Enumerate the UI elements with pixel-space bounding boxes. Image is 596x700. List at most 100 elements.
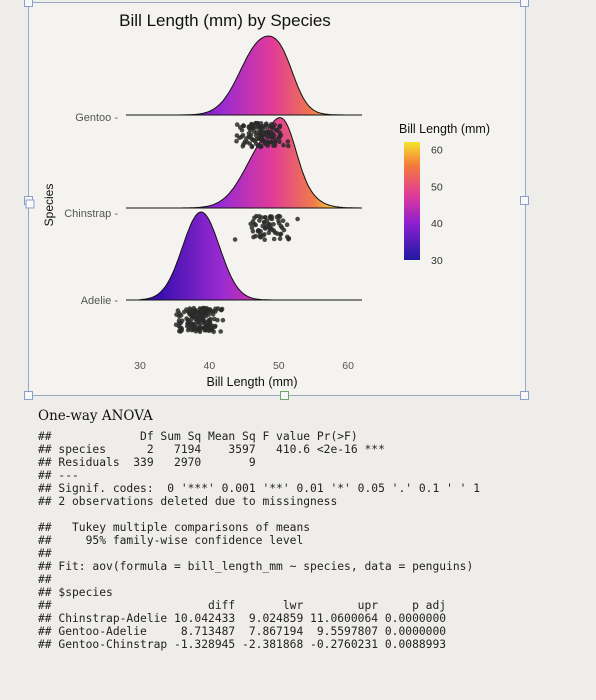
jitter-point-chinstrap [280, 218, 286, 223]
jitter-point-gentoo [247, 141, 253, 146]
jitter-point-gentoo [263, 122, 269, 128]
resize-handle-top-left[interactable] [24, 0, 33, 7]
jitter-point-chinstrap [262, 225, 268, 231]
jitter-point-gentoo [285, 139, 291, 144]
jitter-point-gentoo [267, 132, 273, 137]
jitter-point-adelie [206, 307, 212, 312]
jitter-point-adelie [175, 308, 181, 313]
jitter-point-gentoo [241, 123, 246, 128]
anova-heading: One-way ANOVA [38, 408, 153, 424]
output-line: ## Fit: aov(formula = bill_length_mm ~ s… [38, 560, 474, 573]
jitter-point-adelie [182, 309, 187, 315]
jitter-point-gentoo [251, 129, 257, 134]
jitter-point-chinstrap [261, 220, 267, 225]
x-tick-label: 60 [342, 360, 354, 372]
jitter-point-adelie [207, 324, 213, 329]
jitter-point-chinstrap [277, 236, 283, 241]
jitter-point-chinstrap [250, 229, 256, 234]
output-line: ## Chinstrap-Adelie 10.042433 9.024859 1… [38, 612, 447, 625]
jitter-point-gentoo [234, 122, 240, 127]
jitter-point-chinstrap [285, 234, 290, 240]
y-tick-label-chinstrap: Chinstrap - [64, 208, 118, 220]
jitter-point-adelie [206, 318, 212, 323]
jitter-point-adelie [188, 317, 194, 322]
legend-tick-label: 40 [431, 218, 443, 230]
jitter-point-adelie [202, 311, 207, 317]
output-line: ## 2 observations deleted due to missing… [38, 495, 338, 508]
output-line: ## Gentoo-Chinstrap -1.328945 -2.381868 … [38, 638, 447, 651]
jitter-point-gentoo [239, 134, 244, 140]
resize-handle-top-right[interactable] [520, 0, 529, 7]
jitter-point-adelie [195, 310, 201, 315]
jitter-point-chinstrap [253, 233, 258, 239]
jitter-point-chinstrap [253, 222, 258, 228]
jitter-point-chinstrap [271, 236, 277, 242]
jitter-point-chinstrap [262, 232, 267, 237]
jitter-point-gentoo [239, 127, 245, 133]
jitter-point-gentoo [258, 124, 264, 129]
legend-title: Bill Length (mm) [399, 122, 490, 136]
jitter-point-chinstrap [271, 222, 276, 227]
output-line: ## 95% family-wise confidence level [38, 534, 304, 547]
resize-handle-bottom-left[interactable] [24, 391, 33, 400]
jitter-point-chinstrap [252, 215, 257, 221]
jitter-point-adelie [173, 322, 179, 328]
jitter-point-gentoo [281, 142, 286, 148]
jitter-point-gentoo [286, 143, 291, 149]
x-tick-label: 40 [204, 360, 216, 372]
resize-handle-mid-right[interactable] [520, 196, 529, 205]
jitter-point-adelie [179, 318, 185, 324]
jitter-point-gentoo [273, 127, 279, 133]
side-handle-icon[interactable] [25, 199, 35, 209]
output-line: ## [38, 573, 52, 586]
jitter-point-chinstrap [232, 237, 238, 242]
legend-colorbar [404, 142, 420, 260]
y-axis-label: Species [42, 184, 56, 227]
jitter-point-chinstrap [279, 225, 285, 230]
output-line: ## diff lwr upr p adj [38, 599, 447, 612]
y-tick-label-adelie: Adelie - [81, 295, 119, 307]
jitter-point-chinstrap [276, 218, 281, 223]
resize-handle-bottom-right[interactable] [520, 391, 529, 400]
output-line: ## [38, 547, 52, 560]
jitter-point-adelie [203, 321, 209, 326]
jitter-point-adelie [197, 324, 202, 329]
output-line [38, 508, 588, 521]
jitter-point-gentoo [255, 120, 261, 126]
jitter-point-chinstrap [249, 225, 255, 231]
jitter-point-adelie [220, 317, 226, 323]
jitter-point-adelie [189, 309, 195, 315]
jitter-point-chinstrap [258, 235, 263, 240]
output-line: ## Gentoo-Adelie 8.713487 7.867194 9.559… [38, 625, 447, 638]
jitter-point-chinstrap [262, 215, 268, 220]
jitter-point-chinstrap [275, 231, 280, 236]
ridgeline-chart: Bill Length (mm) by Species Species Bill… [25, 11, 490, 389]
jitter-point-adelie [218, 329, 223, 334]
jitter-point-gentoo [273, 137, 278, 142]
console-output: ## Df Sum Sq Mean Sq F value Pr(>F) ## sp… [38, 430, 588, 651]
jitter-point-gentoo [257, 136, 262, 141]
output-line: ## $species [38, 586, 113, 599]
jitter-point-gentoo [246, 134, 252, 139]
jitter-point-gentoo [259, 132, 265, 138]
resize-handle-bottom-center[interactable] [280, 391, 289, 400]
jitter-point-chinstrap [248, 221, 253, 227]
jitter-point-adelie [184, 323, 190, 329]
jitter-point-gentoo [278, 132, 284, 138]
jitter-point-adelie [210, 309, 216, 314]
jitter-point-adelie [174, 312, 179, 317]
jitter-point-adelie [195, 314, 201, 320]
y-tick-label-gentoo: Gentoo - [75, 112, 118, 124]
jitter-point-chinstrap [262, 237, 268, 242]
jitter-point-gentoo [277, 139, 282, 144]
output-line: ## Residuals 339 2970 9 [38, 456, 256, 469]
x-tick-label: 50 [273, 360, 285, 372]
jitter-point-gentoo [263, 140, 268, 146]
output-line: ## Df Sum Sq Mean Sq F value Pr(>F) [38, 430, 358, 443]
jitter-point-adelie [188, 322, 194, 328]
chart-title: Bill Length (mm) by Species [119, 11, 331, 30]
output-line: ## --- [38, 469, 79, 482]
x-tick-label: 30 [134, 360, 146, 372]
jitter-point-adelie [191, 327, 196, 333]
jitter-point-adelie [195, 319, 201, 325]
